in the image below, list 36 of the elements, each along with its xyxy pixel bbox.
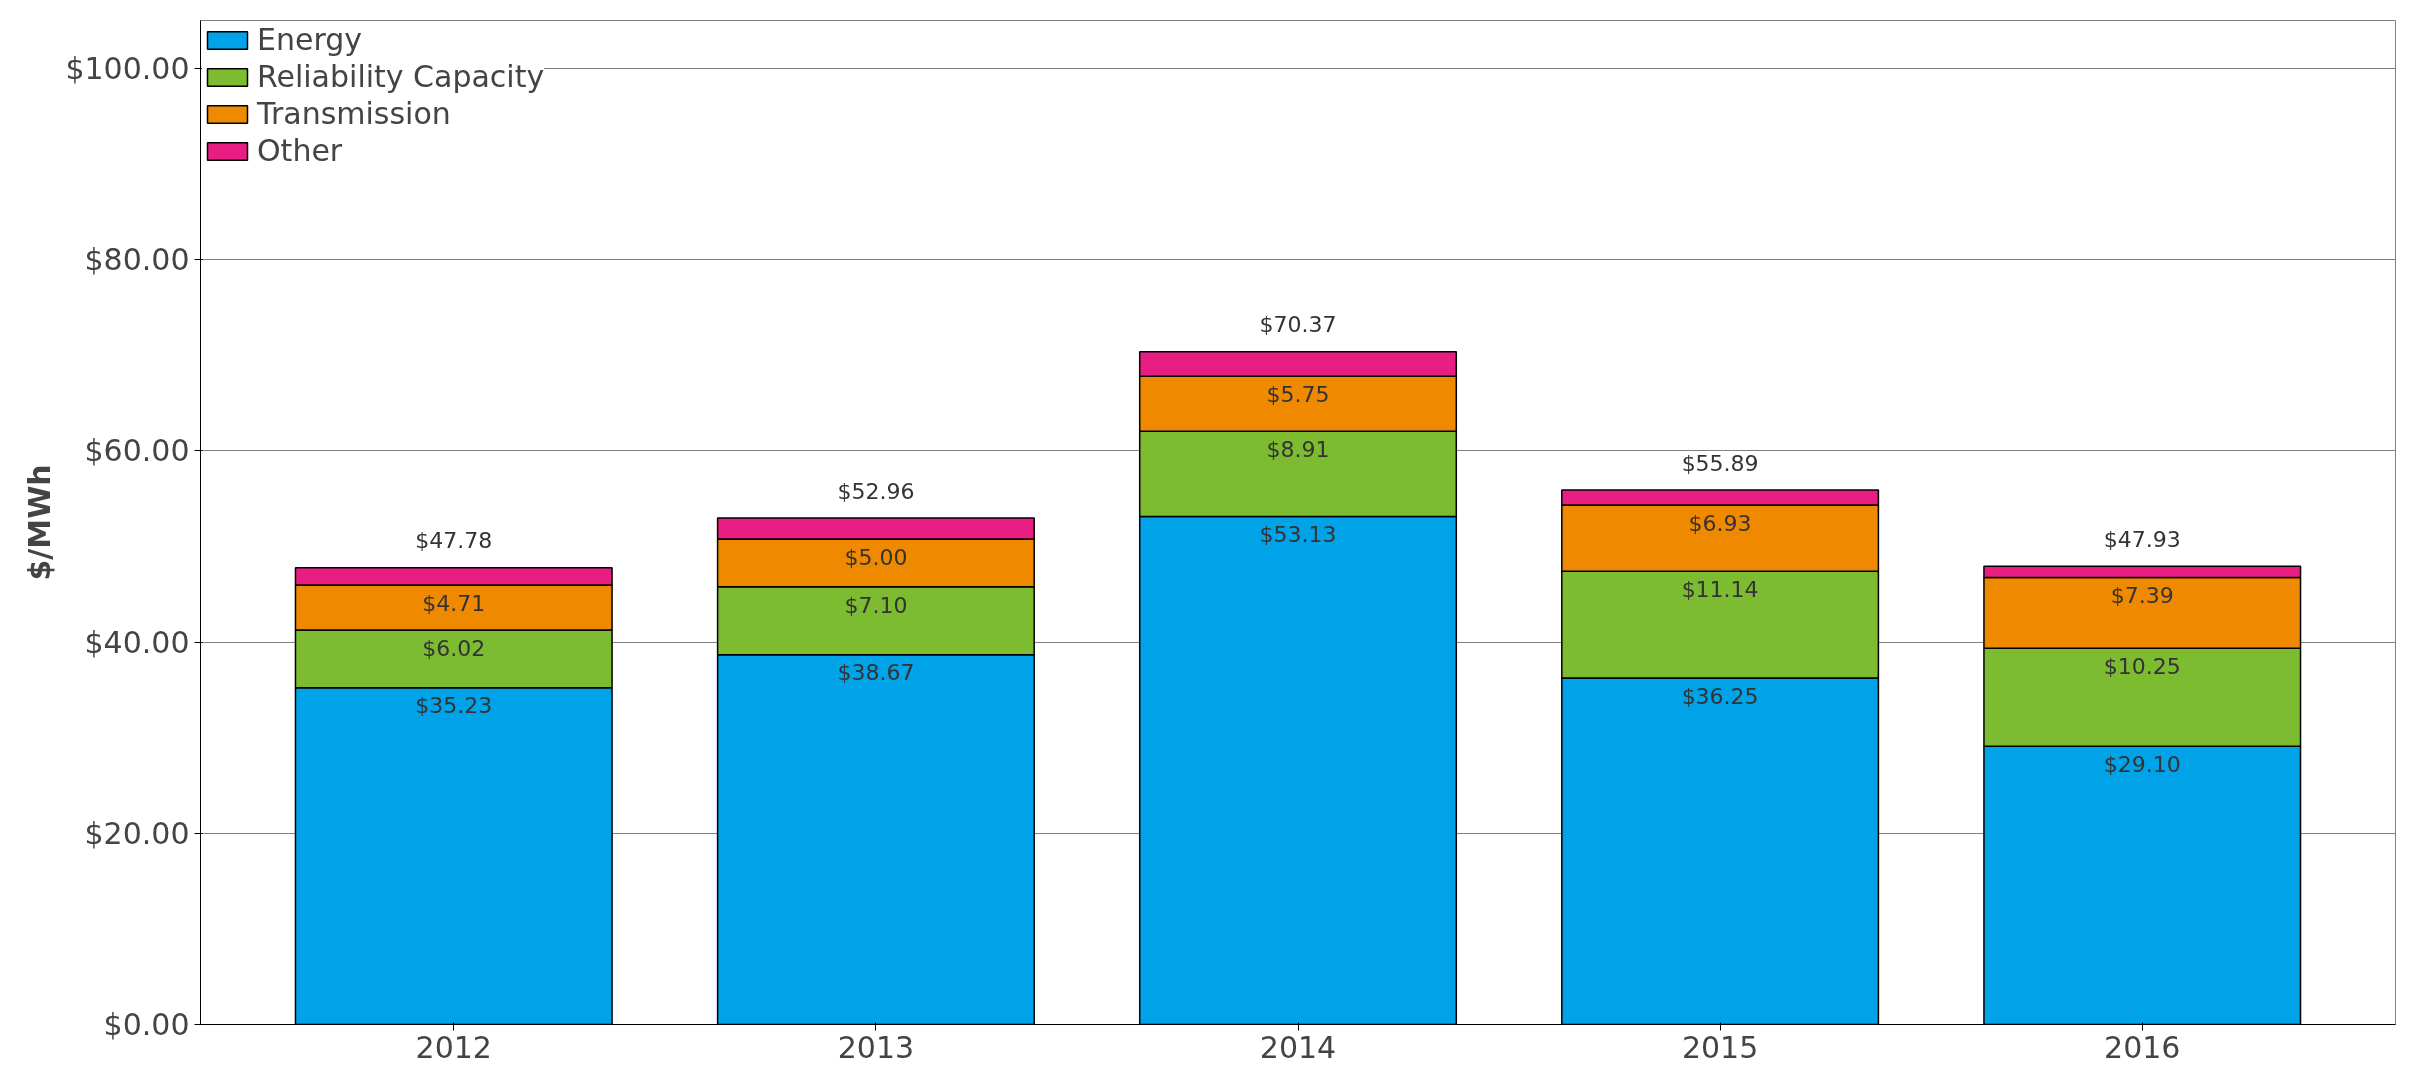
x-tick-label: 2012	[415, 1029, 492, 1065]
data-label: $6.02	[422, 635, 486, 661]
data-label: $4.71	[422, 590, 486, 616]
data-label: $29.10	[2103, 751, 2181, 777]
legend-label: Reliability Capacity	[257, 59, 545, 94]
data-label: $35.23	[415, 693, 493, 719]
data-label: $38.67	[837, 660, 915, 686]
data-label: $5.00	[844, 544, 908, 570]
total-label: $52.96	[837, 478, 915, 504]
data-label: $10.25	[2103, 653, 2181, 679]
y-tick-label: $0.00	[103, 1007, 190, 1042]
data-label: $11.14	[1681, 577, 1759, 603]
y-axis-title: $/MWh	[22, 464, 58, 581]
total-label: $47.93	[2103, 526, 2181, 552]
legend-label: Energy	[257, 22, 363, 57]
x-tick-label: 2013	[837, 1029, 915, 1065]
total-label: $47.78	[415, 528, 493, 554]
data-label: $36.25	[1681, 683, 1759, 709]
data-label: $7.39	[2110, 583, 2174, 609]
x-tick-label: 2016	[2104, 1029, 2181, 1065]
data-label: $5.75	[1266, 382, 1330, 408]
data-label: $53.13	[1259, 522, 1337, 548]
total-label: $55.89	[1681, 450, 1759, 476]
data-label: $6.93	[1688, 510, 1752, 536]
y-tick-label: $20.00	[84, 815, 190, 851]
legend-label: Transmission	[257, 96, 451, 131]
y-tick-label: $40.00	[84, 624, 190, 660]
y-tick-label: $60.00	[84, 433, 190, 469]
legend-label: Other	[257, 133, 343, 168]
y-tick-label: $100.00	[65, 50, 190, 86]
x-tick-label: 2015	[1681, 1029, 1759, 1065]
data-label: $7.10	[844, 592, 908, 618]
data-label: $8.91	[1266, 437, 1330, 463]
y-tick-label: $80.00	[84, 242, 190, 278]
total-label: $70.37	[1259, 312, 1337, 338]
x-tick-label: 2014	[1259, 1029, 1337, 1065]
